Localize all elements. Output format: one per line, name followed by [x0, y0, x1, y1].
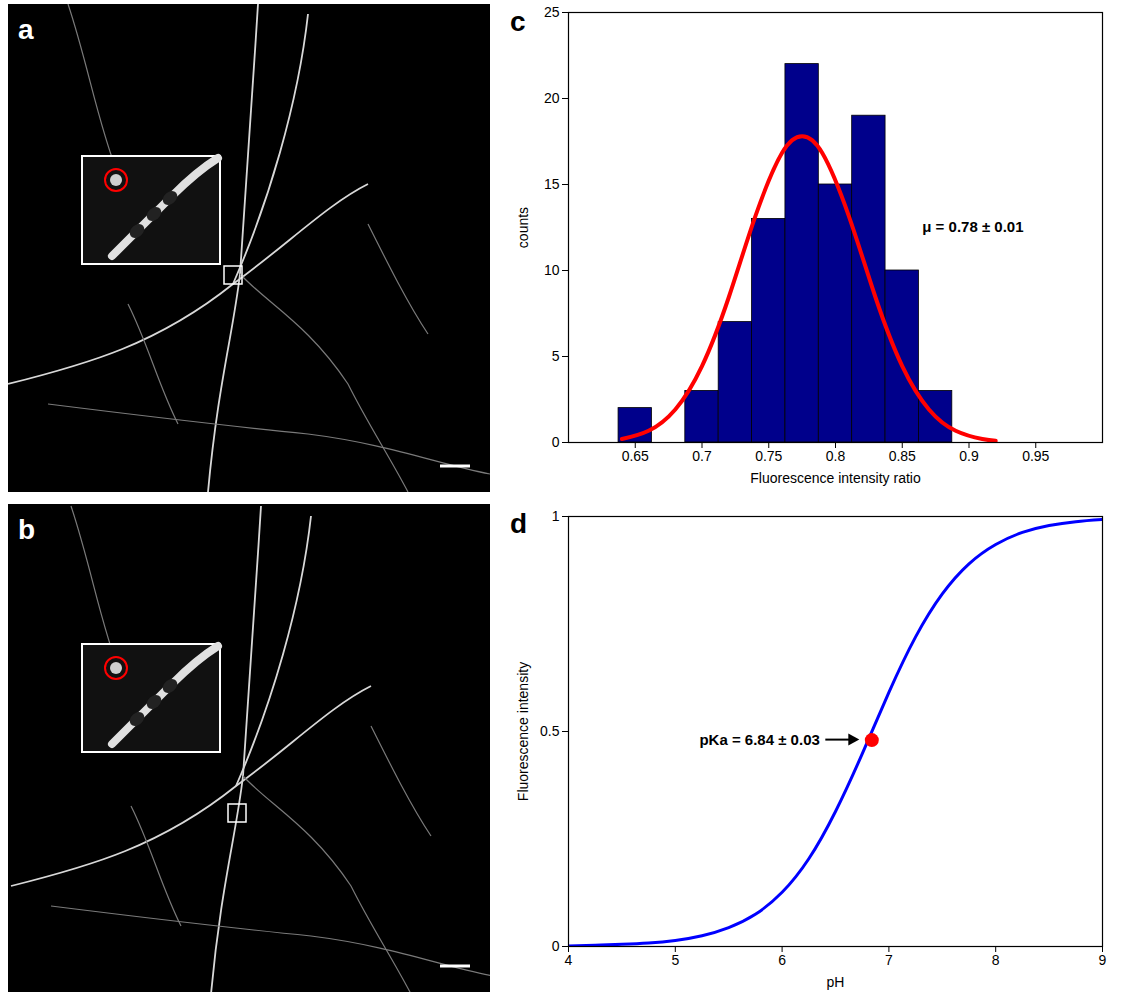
svg-text:0.7: 0.7 [692, 448, 712, 464]
svg-text:1: 1 [552, 508, 560, 524]
svg-text:0.65: 0.65 [622, 448, 649, 464]
svg-text:0: 0 [552, 938, 560, 954]
svg-text:0.75: 0.75 [755, 448, 782, 464]
svg-text:0.8: 0.8 [826, 448, 846, 464]
svg-text:4: 4 [565, 952, 573, 968]
svg-text:7: 7 [885, 952, 893, 968]
svg-text:0.85: 0.85 [889, 448, 916, 464]
svg-text:15: 15 [544, 176, 560, 192]
svg-text:6: 6 [778, 952, 786, 968]
svg-text:0.5: 0.5 [540, 723, 560, 739]
svg-text:μ = 0.78 ± 0.01: μ = 0.78 ± 0.01 [922, 218, 1023, 235]
svg-text:9: 9 [1099, 952, 1107, 968]
svg-text:pKa = 6.84 ± 0.03: pKa = 6.84 ± 0.03 [699, 731, 819, 748]
html-text:d: d [510, 508, 528, 539]
svg-text:counts: counts [515, 207, 531, 248]
svg-text:20: 20 [544, 90, 560, 106]
html-text:c: c [510, 6, 526, 37]
svg-text:10: 10 [544, 262, 560, 278]
svg-text:8: 8 [992, 952, 1000, 968]
svg-text:pH: pH [827, 974, 845, 990]
svg-text:25: 25 [544, 4, 560, 20]
svg-text:0.9: 0.9 [959, 448, 979, 464]
svg-text:0.95: 0.95 [1022, 448, 1049, 464]
svg-text:Fluorescence intensity ratio: Fluorescence intensity ratio [750, 470, 921, 486]
svg-text:5: 5 [671, 952, 679, 968]
svg-text:0: 0 [552, 434, 560, 450]
svg-text:Fluorescence intensity: Fluorescence intensity [515, 662, 531, 801]
svg-text:5: 5 [552, 348, 560, 364]
html-text:a: a [18, 14, 34, 45]
html-text:b: b [18, 514, 36, 545]
